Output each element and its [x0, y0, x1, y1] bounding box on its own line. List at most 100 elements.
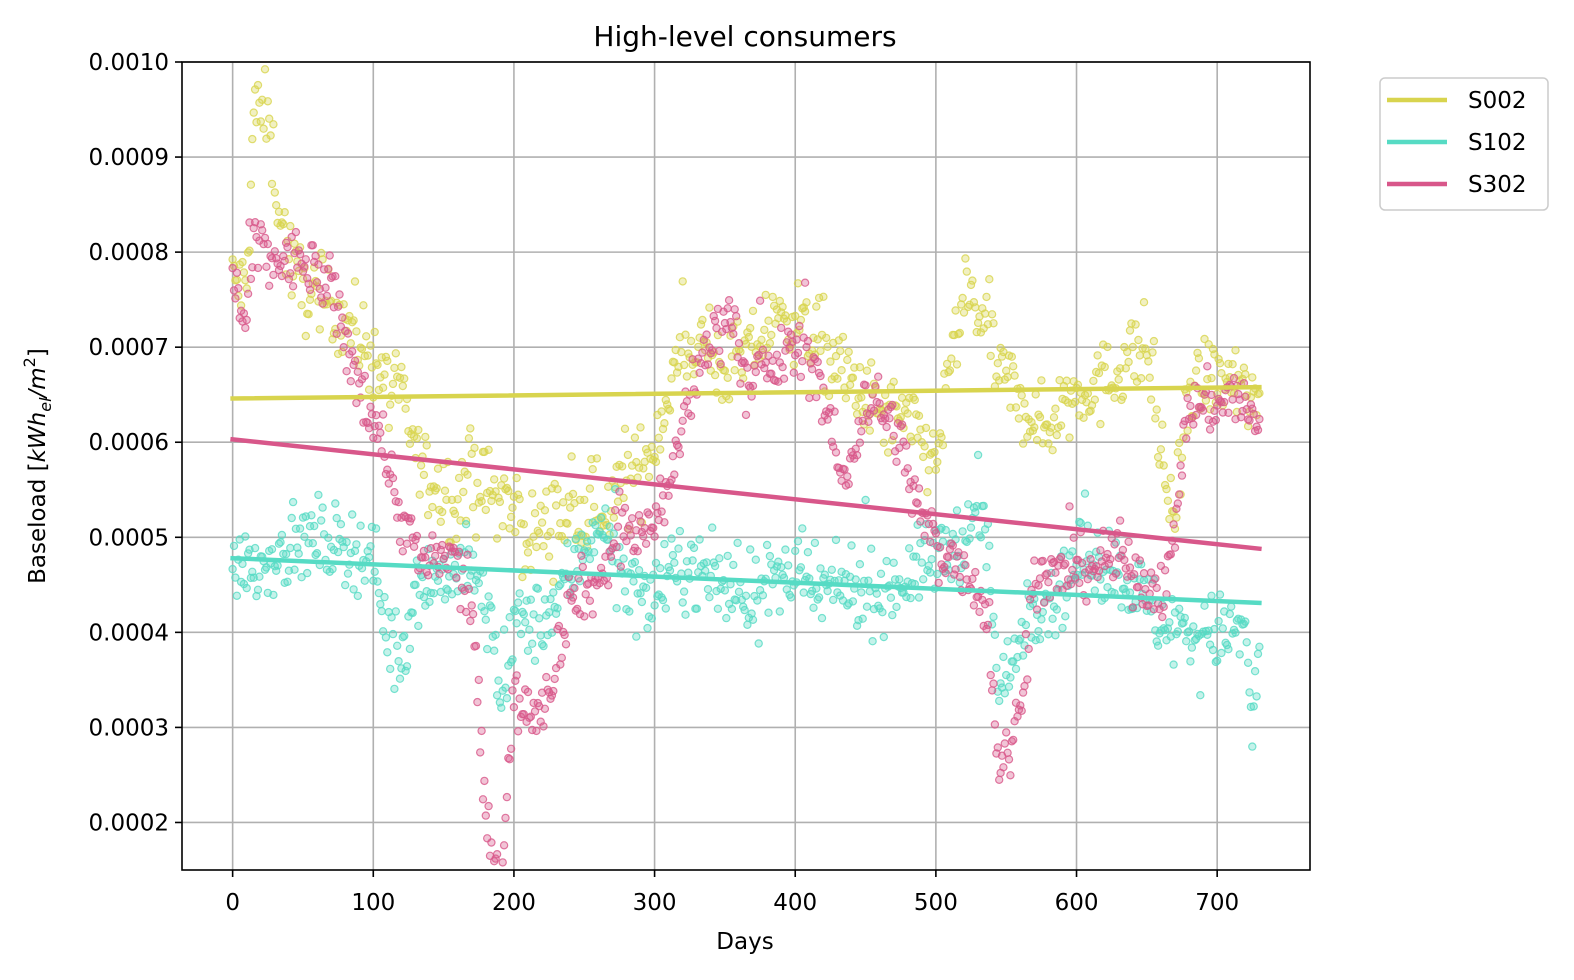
data-point	[1200, 334, 1209, 344]
data-point	[239, 268, 249, 277]
data-point	[695, 535, 704, 544]
data-point	[513, 727, 523, 736]
y-tick-label: 0.0010	[89, 50, 169, 76]
legend-label-S102: S102	[1468, 130, 1527, 156]
data-point	[1007, 352, 1017, 361]
data-point	[762, 343, 772, 352]
data-point	[416, 461, 426, 470]
data-point	[1115, 516, 1125, 525]
data-point	[508, 655, 517, 664]
data-point	[1051, 404, 1060, 413]
data-point	[1139, 298, 1149, 307]
data-point	[429, 589, 438, 598]
data-point	[748, 306, 758, 316]
data-point	[1098, 340, 1108, 349]
data-point	[1125, 563, 1135, 572]
data-point	[985, 541, 994, 551]
data-point	[585, 554, 595, 564]
data-point	[381, 633, 391, 642]
data-point	[641, 583, 651, 593]
data-point	[1243, 658, 1253, 668]
data-point	[883, 448, 893, 457]
data-point	[764, 316, 773, 325]
data-point	[966, 523, 976, 532]
data-point	[492, 534, 502, 543]
data-point	[366, 341, 375, 350]
data-point	[1114, 375, 1123, 384]
data-point	[515, 494, 524, 504]
data-point	[1186, 657, 1195, 666]
data-point	[1080, 489, 1090, 498]
data-point	[857, 427, 866, 436]
data-point	[279, 549, 288, 559]
data-point	[1111, 569, 1121, 578]
data-point	[1255, 642, 1264, 652]
data-point	[376, 373, 385, 382]
data-point	[664, 491, 673, 500]
data-point	[1196, 691, 1205, 700]
data-point	[1146, 568, 1156, 577]
data-point	[497, 703, 506, 713]
data-point	[331, 499, 340, 508]
data-point	[864, 576, 873, 585]
data-point	[564, 492, 574, 501]
data-point	[1151, 414, 1160, 423]
data-point	[477, 602, 486, 612]
data-point	[415, 590, 424, 600]
data-point	[792, 335, 801, 344]
data-point	[511, 527, 520, 537]
data-point	[360, 351, 369, 361]
data-point	[440, 595, 450, 604]
data-point	[267, 254, 277, 263]
data-point	[847, 541, 856, 550]
data-point	[906, 593, 915, 603]
data-point	[505, 755, 514, 764]
data-point	[1044, 630, 1053, 639]
data-point	[670, 470, 679, 479]
data-point	[291, 524, 301, 534]
data-point	[328, 564, 337, 574]
data-point	[398, 381, 407, 391]
data-point	[694, 354, 703, 363]
data-point	[505, 524, 514, 533]
data-point	[352, 398, 361, 408]
data-point	[380, 592, 389, 602]
data-point	[491, 854, 500, 863]
data-point	[980, 309, 990, 318]
data-point	[428, 531, 437, 540]
data-point	[423, 571, 433, 580]
data-point	[300, 262, 309, 271]
data-point	[494, 676, 503, 685]
data-point	[1241, 392, 1250, 401]
data-point	[263, 239, 272, 249]
data-point	[232, 268, 242, 277]
data-point	[1217, 398, 1226, 407]
data-point	[1052, 605, 1062, 614]
data-point	[921, 423, 931, 433]
data-point	[889, 431, 898, 441]
data-point	[999, 652, 1008, 662]
data-point	[730, 305, 739, 314]
data-point	[535, 528, 544, 538]
data-point	[588, 610, 597, 619]
data-point	[862, 602, 872, 611]
data-point	[805, 393, 814, 403]
data-point	[1194, 354, 1204, 363]
data-point	[463, 550, 472, 559]
data-point	[723, 551, 732, 561]
data-point	[1056, 553, 1066, 562]
data-point	[550, 674, 559, 684]
data-point	[969, 601, 979, 610]
data-point	[318, 503, 327, 512]
data-point	[1096, 419, 1105, 429]
data-point	[1144, 357, 1153, 366]
data-point	[395, 537, 405, 547]
data-point	[716, 360, 725, 369]
data-point	[536, 631, 545, 640]
data-point	[295, 524, 305, 533]
data-point	[1212, 656, 1222, 665]
legend-label-S002: S002	[1468, 88, 1527, 114]
data-point	[710, 316, 720, 326]
data-point	[941, 568, 950, 578]
